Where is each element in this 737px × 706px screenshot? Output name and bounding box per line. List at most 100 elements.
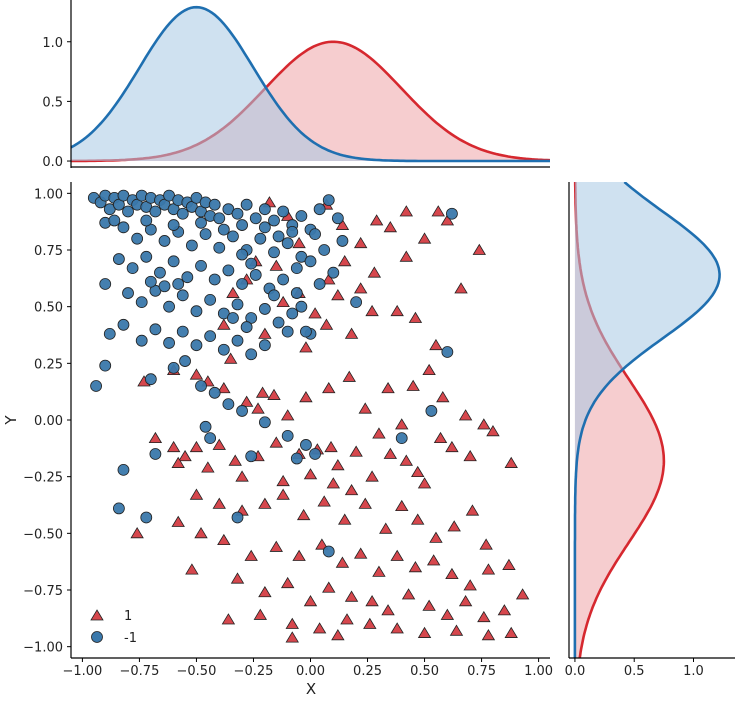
scatter-point-class-1 [363, 617, 377, 629]
y-tick-label: −0.25 [23, 471, 63, 486]
scatter-point-class-neg1 [395, 432, 408, 445]
x-tick-label: −1.00 [62, 664, 102, 679]
scatter-point-class-1 [194, 527, 208, 539]
scatter-point-class-neg1 [322, 545, 335, 558]
scatter-point-class-neg1 [117, 318, 130, 331]
scatter-point-class-1 [358, 497, 372, 509]
scatter-point-class-neg1 [199, 228, 212, 241]
scatter-point-class-neg1 [190, 305, 203, 318]
scatter-point-class-neg1 [295, 300, 308, 313]
scatter-point-class-neg1 [176, 207, 189, 220]
scatter-point-class-neg1 [167, 255, 180, 268]
scatter-point-class-1 [244, 549, 258, 561]
scatter-point-class-neg1 [204, 432, 217, 445]
scatter-point-class-1 [319, 318, 334, 330]
scatter-point-class-1 [395, 418, 409, 430]
scatter-point-class-1 [401, 588, 416, 600]
scatter-point-class-1 [171, 515, 185, 527]
scatter-point-class-1 [171, 456, 185, 468]
scatter-point-class-neg1 [195, 380, 207, 392]
scatter-point-class-neg1 [176, 289, 189, 302]
scatter-point-class-1 [390, 304, 404, 317]
scatter-point-class-neg1 [236, 219, 248, 231]
scatter-point-class-neg1 [113, 253, 125, 265]
scatter-point-class-neg1 [154, 266, 166, 279]
scatter-point-class-1 [410, 513, 425, 525]
scatter-point-class-1 [358, 402, 372, 414]
scatter-point-class-1 [335, 218, 350, 230]
scatter-point-class-neg1 [300, 439, 312, 451]
scatter-point-class-1 [312, 622, 327, 634]
scatter-point-class-1 [408, 311, 423, 323]
scatter-point-class-neg1 [249, 212, 262, 225]
scatter-point-class-neg1 [240, 198, 253, 211]
y-tick-label: 0.50 [34, 301, 63, 316]
scatter-point-class-1 [217, 381, 231, 394]
scatter-point-class-1 [504, 456, 518, 468]
y-tick-label: −1.00 [23, 641, 63, 656]
scatter-point-class-neg1 [131, 232, 144, 245]
scatter-point-class-1 [221, 613, 236, 625]
scatter-point-class-1 [353, 282, 368, 294]
scatter-point-class-neg1 [231, 334, 244, 347]
right-marginal-panel: 0.0 0.5 1.0 [565, 182, 735, 679]
y-axis-label: Y [2, 415, 20, 426]
scatter-point-class-1 [148, 431, 163, 444]
scatter-point-class-neg1 [195, 216, 207, 229]
scatter-point-class-1 [303, 468, 318, 480]
scatter-point-class-1 [296, 508, 311, 521]
scatter-point-class-1 [331, 289, 345, 301]
scatter-point-class-1 [381, 381, 395, 394]
scatter-point-class-1 [369, 214, 384, 226]
scatter-point-class-neg1 [117, 463, 130, 476]
scatter-point-class-neg1 [113, 502, 125, 515]
scatter-point-class-1 [445, 440, 459, 453]
scatter-point-class-neg1 [227, 230, 239, 243]
scatter-point-class-1 [477, 610, 491, 623]
scatter-point-class-1 [253, 608, 268, 620]
scatter-point-class-1 [217, 533, 231, 546]
scatter-point-class-neg1 [222, 398, 235, 411]
scatter-point-class-neg1 [181, 271, 194, 284]
scatter-point-class-1 [422, 599, 436, 611]
scatter-point-class-1 [502, 558, 516, 570]
scatter-point-class-neg1 [268, 289, 280, 302]
scatter-point-class-1 [322, 381, 336, 394]
scatter-point-class-1 [408, 561, 423, 573]
scatter-point-class-neg1 [245, 450, 258, 463]
scatter-point-class-1 [515, 588, 530, 600]
scatter-point-class-1 [299, 391, 313, 403]
scatter-point-class-1 [189, 440, 204, 453]
scatter-point-class-neg1 [336, 235, 349, 247]
scatter-point-class-neg1 [204, 293, 217, 306]
scatter-point-class-1 [226, 286, 240, 298]
scatter-point-class-1 [390, 549, 404, 561]
scatter-point-class-1 [258, 497, 272, 509]
scatter-point-class-neg1 [281, 237, 294, 250]
scatter-point-class-1 [390, 622, 404, 634]
scatter-point-class-neg1 [185, 239, 198, 252]
scatter-point-class-1 [130, 527, 144, 539]
scatter-point-class-1 [417, 626, 432, 638]
scatter-point-class-1 [372, 565, 386, 577]
scatter-point-class-1 [406, 379, 420, 391]
scatter-point-class-1 [399, 205, 414, 217]
scatter-point-class-neg1 [272, 316, 285, 329]
scatter-point-class-neg1 [108, 214, 121, 227]
scatter-point-class-1 [395, 499, 409, 512]
scatter-point-class-neg1 [190, 339, 203, 352]
scatter-point-class-1 [481, 629, 496, 641]
scatter-point-class-neg1 [254, 232, 267, 245]
top-y-tick-label: 0.5 [42, 95, 63, 110]
scatter-point-class-neg1 [172, 278, 185, 290]
top-marginal-panel: 0.0 0.5 1.0 [42, 0, 550, 170]
scatter-point-class-neg1 [140, 250, 153, 263]
scatter-point-class-1 [372, 427, 386, 439]
scatter-point-class-neg1 [163, 300, 175, 313]
right-x-tick-label: 0.0 [565, 664, 586, 679]
scatter-point-class-neg1 [245, 348, 258, 361]
scatter-point-class-neg1 [258, 203, 271, 216]
top-density-area-class-neg1 [71, 7, 550, 162]
scatter-point-class-1 [417, 232, 432, 244]
scatter-point-class-1 [422, 363, 436, 376]
